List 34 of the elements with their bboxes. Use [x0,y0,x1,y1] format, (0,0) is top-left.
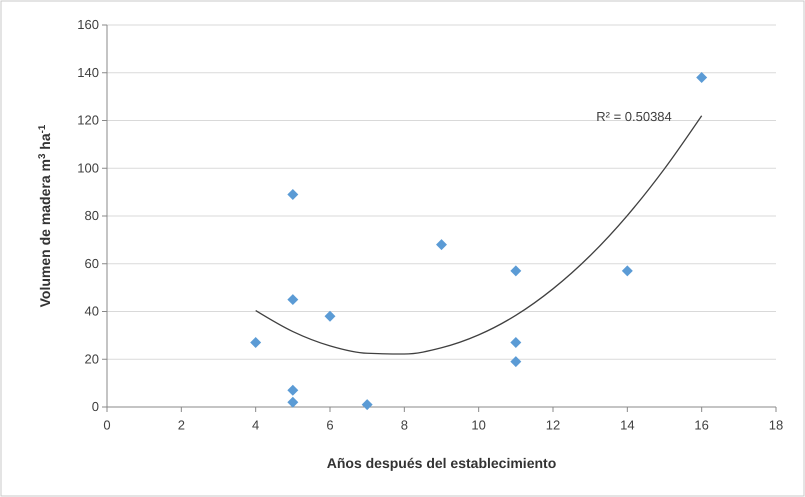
y-tick-label: 60 [84,256,99,271]
x-tick-label: 14 [620,417,635,432]
point [510,337,522,348]
y-tick-label: 0 [92,399,99,414]
point [622,265,633,276]
point [436,239,447,250]
point [362,399,373,410]
x-axis-title: Años después del establecimiento [326,455,556,471]
y-tick-label: 20 [84,351,99,366]
point [510,356,522,368]
y-tick-label: 160 [77,17,99,32]
x-tick-label: 10 [471,417,486,432]
x-tick-label: 16 [694,417,709,432]
point [324,310,336,322]
x-tick-label: 6 [326,417,334,432]
y-tick-label: 40 [84,304,99,319]
point [510,265,522,276]
y-tick-label: 80 [84,208,99,224]
point [287,384,298,396]
y-tick-label: 120 [77,112,99,128]
x-tick-label: 2 [178,417,185,432]
point [250,337,262,348]
point [287,396,298,408]
x-tick-label: 4 [252,417,260,432]
x-tick-label: 8 [400,417,408,432]
point [287,189,298,200]
x-tick-label: 0 [103,417,111,432]
annotation: R² = 0.50384 [596,109,672,124]
point [696,72,708,83]
point [287,294,298,306]
y-tick-label: 100 [77,160,99,176]
x-tick-label: 12 [546,417,560,432]
y-tick-label: 140 [77,64,99,80]
x-tick-label: 18 [768,417,784,432]
